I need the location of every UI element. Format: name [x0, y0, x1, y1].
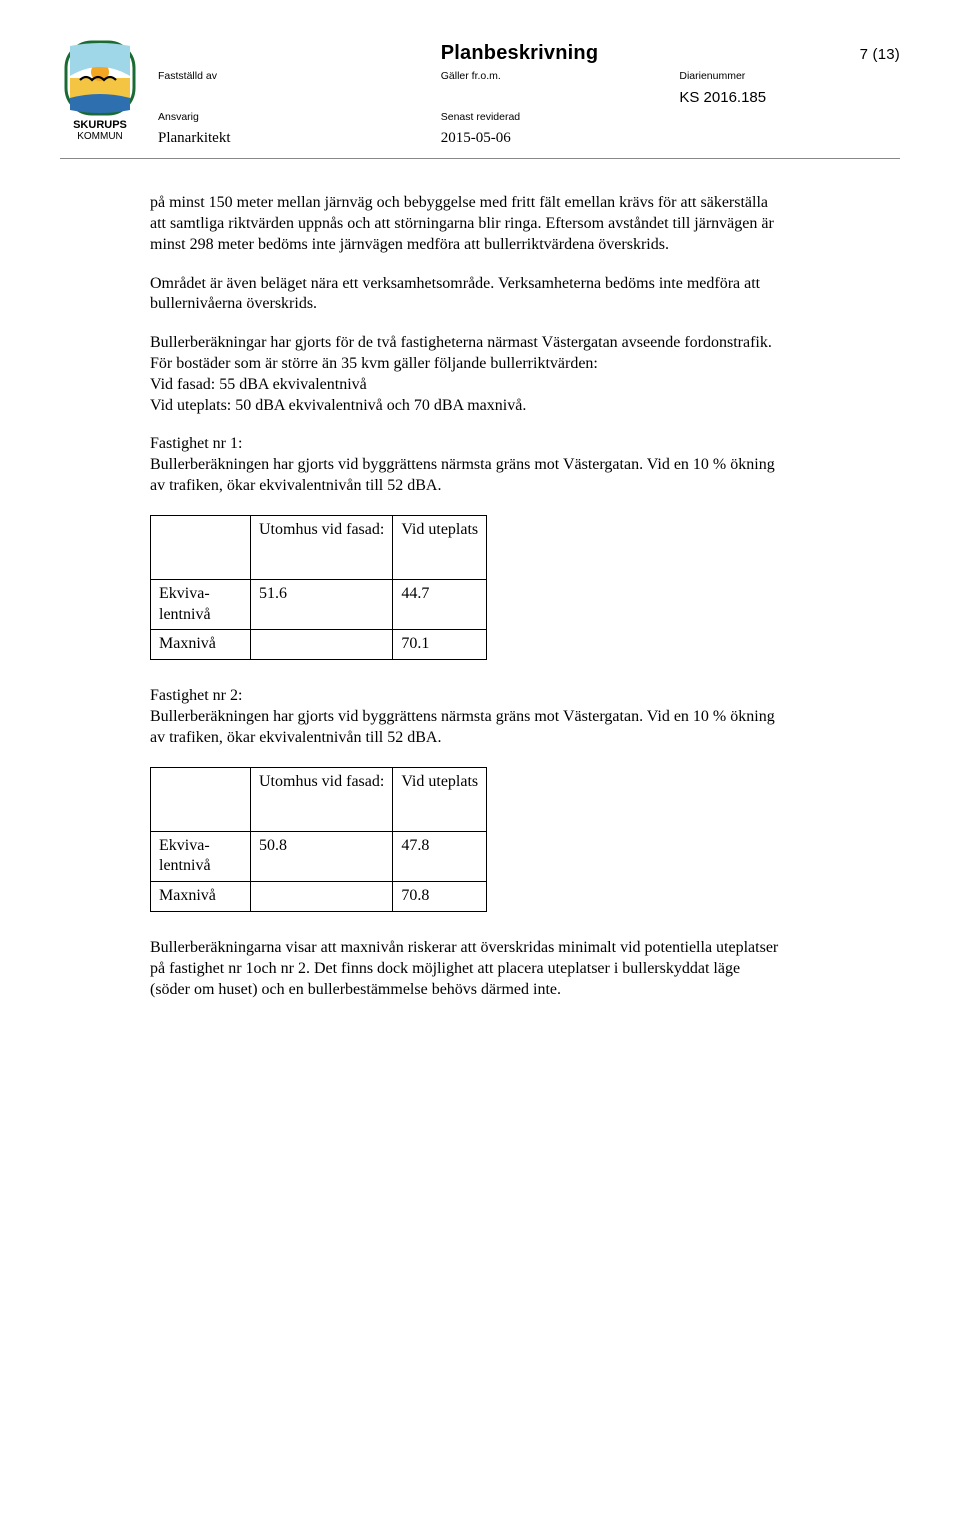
paragraph: på minst 150 meter mellan järnväg och be… [150, 193, 780, 255]
document-header: SKURUPS KOMMUN Planbeskrivning 7 (13) Fa… [60, 40, 900, 148]
table-rowhead: Ekviva-lentnivå [151, 831, 251, 882]
paragraph: Området är även beläget nära ett verksam… [150, 274, 780, 316]
reviderad-value: 2015-05-06 [441, 129, 662, 149]
logo-text-2: KOMMUN [77, 131, 123, 140]
page-number: 7 (13) [860, 45, 900, 65]
table-rowhead: Ekviva-lentnivå [151, 579, 251, 630]
paragraph: Bullerberäkningar har gjorts för de två … [150, 333, 780, 416]
noise-table-2: Utomhus vid fasad: Vid uteplats Ekviva-l… [150, 767, 487, 912]
municipality-logo: SKURUPS KOMMUN [60, 40, 140, 140]
table-cell [251, 882, 393, 912]
logo-text-1: SKURUPS [73, 119, 127, 131]
document-body: på minst 150 meter mellan järnväg och be… [150, 193, 780, 1000]
table-cell: 50.8 [251, 831, 393, 882]
paragraph: Fastighet nr 1: Bullerberäkningen har gj… [150, 434, 780, 496]
label-faststalld: Fastställd av [158, 70, 423, 84]
label-ansvarig: Ansvarig [158, 111, 423, 125]
table-header: Vid uteplats [393, 515, 487, 579]
document-title: Planbeskrivning [441, 40, 599, 66]
table-cell: 44.7 [393, 579, 487, 630]
header-metadata: Planbeskrivning 7 (13) Fastställd av Gäl… [158, 40, 900, 148]
label-diarienummer: Diarienummer [679, 70, 900, 84]
table-cell: 70.1 [393, 630, 487, 660]
table-rowhead: Maxnivå [151, 882, 251, 912]
table-cell: 51.6 [251, 579, 393, 630]
header-divider [60, 158, 900, 159]
paragraph: Fastighet nr 2: Bullerberäkningen har gj… [150, 686, 780, 748]
table-header: Vid uteplats [393, 767, 487, 831]
label-reviderad: Senast reviderad [441, 111, 662, 125]
table-header: Utomhus vid fasad: [251, 515, 393, 579]
diarienummer-value: KS 2016.185 [679, 88, 900, 108]
ansvarig-value: Planarkitekt [158, 129, 423, 149]
table-cell: 47.8 [393, 831, 487, 882]
table-header: Utomhus vid fasad: [251, 767, 393, 831]
table-cell [251, 630, 393, 660]
label-galler: Gäller fr.o.m. [441, 70, 662, 84]
table-rowhead: Maxnivå [151, 630, 251, 660]
paragraph: Bullerberäkningarna visar att maxnivån r… [150, 938, 780, 1000]
noise-table-1: Utomhus vid fasad: Vid uteplats Ekviva-l… [150, 515, 487, 660]
table-cell: 70.8 [393, 882, 487, 912]
